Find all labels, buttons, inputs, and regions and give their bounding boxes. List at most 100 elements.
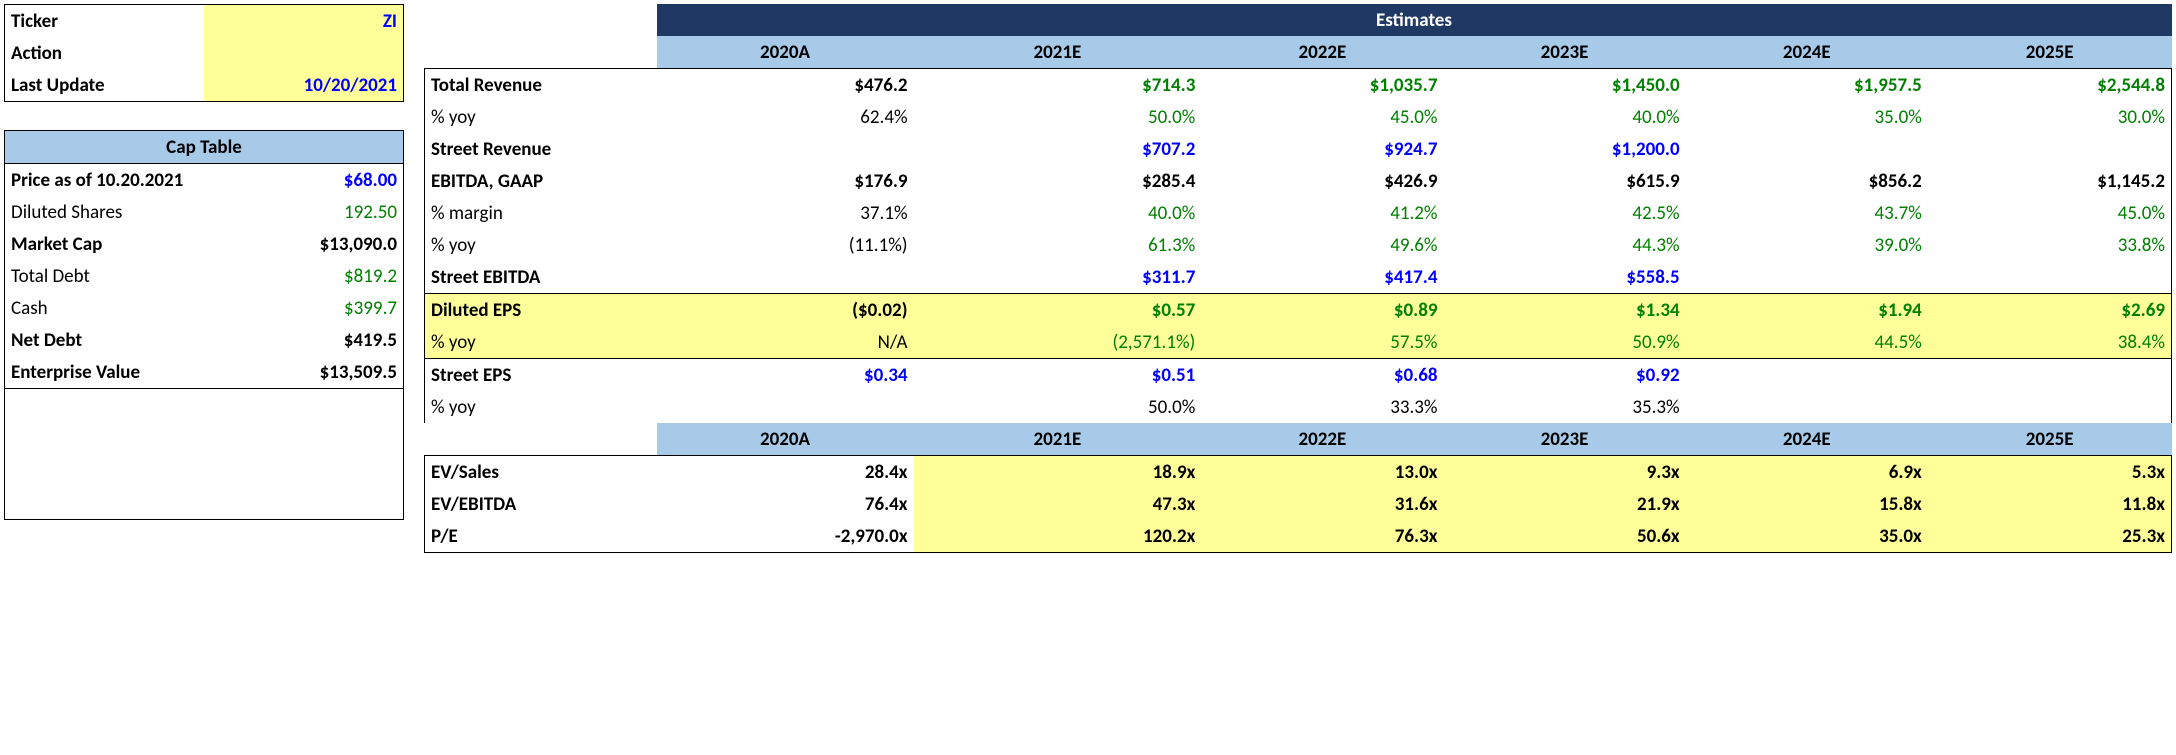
row-label-eps_yoy: % yoy (425, 326, 657, 359)
cell-ebitda-4: $856.2 (1686, 165, 1928, 197)
year-header-2: 2020A (657, 423, 914, 456)
net-debt-label: Net Debt (5, 324, 273, 356)
cell-ebitda-5: $1,145.2 (1928, 165, 2172, 197)
cell-rev_yoy-4: 35.0% (1686, 101, 1928, 133)
cell-diluted_eps-4: $1.94 (1686, 294, 1928, 327)
cell-street_rev-5 (1928, 133, 2172, 165)
cell-ebitda_yoy-2: 49.6% (1201, 229, 1443, 261)
cell-ev_sales-4: 6.9x (1686, 456, 1928, 489)
cell-street_rev-1: $707.2 (914, 133, 1202, 165)
last-update-label: Last Update (5, 69, 205, 102)
empty-box (4, 389, 404, 520)
diluted-shares-value: 192.50 (273, 196, 404, 228)
row-label-ebitda_margin: % margin (425, 197, 657, 229)
ticker-value: ZI (204, 5, 403, 38)
cell-ev_sales-3: 9.3x (1443, 456, 1685, 489)
row-label-ebitda: EBITDA, GAAP (425, 165, 657, 197)
right-panel: Estimates2020A2021E2022E2023E2024E2025ET… (424, 4, 2172, 553)
cap-table-header: Cap Table (5, 131, 404, 164)
row-label-pe: P/E (425, 520, 657, 553)
price-value: $68.00 (273, 164, 404, 197)
cell-street_eps_yoy-1: 50.0% (914, 391, 1202, 423)
cell-street_ebitda-1: $311.7 (914, 261, 1202, 294)
row-label-ebitda_yoy: % yoy (425, 229, 657, 261)
cell-diluted_eps-2: $0.89 (1201, 294, 1443, 327)
row-label-street_ebitda: Street EBITDA (425, 261, 657, 294)
cell-total_revenue-2: $1,035.7 (1201, 69, 1443, 102)
cell-pe-5: 25.3x (1928, 520, 2172, 553)
ev-label: Enterprise Value (5, 356, 273, 389)
cell-street_eps-4 (1686, 359, 1928, 392)
cell-street_ebitda-3: $558.5 (1443, 261, 1685, 294)
cell-eps_yoy-2: 57.5% (1201, 326, 1443, 359)
cell-pe-1: 120.2x (914, 520, 1202, 553)
cell-ev_ebitda-4: 15.8x (1686, 488, 1928, 520)
cell-ebitda_yoy-3: 44.3% (1443, 229, 1685, 261)
cell-street_eps-2: $0.68 (1201, 359, 1443, 392)
cap-table: Cap Table Price as of 10.20.2021 $68.00 … (4, 130, 404, 389)
year-header-2: 2025E (1928, 423, 2172, 456)
cell-street_eps-1: $0.51 (914, 359, 1202, 392)
cell-ev_sales-5: 5.3x (1928, 456, 2172, 489)
ticker-label: Ticker (5, 5, 205, 38)
action-value (204, 37, 403, 69)
cell-ebitda-1: $285.4 (914, 165, 1202, 197)
cash-label: Cash (5, 292, 273, 324)
cell-ebitda-2: $426.9 (1201, 165, 1443, 197)
cell-street_rev-3: $1,200.0 (1443, 133, 1685, 165)
year-header: 2022E (1201, 36, 1443, 69)
row-label-diluted_eps: Diluted EPS (425, 294, 657, 327)
year-header-2: 2024E (1686, 423, 1928, 456)
cell-street_eps-3: $0.92 (1443, 359, 1685, 392)
cell-total_revenue-1: $714.3 (914, 69, 1202, 102)
cell-pe-0: -2,970.0x (657, 520, 914, 553)
cell-total_revenue-0: $476.2 (657, 69, 914, 102)
cell-ebitda-3: $615.9 (1443, 165, 1685, 197)
cash-value: $399.7 (273, 292, 404, 324)
cell-ev_ebitda-0: 76.4x (657, 488, 914, 520)
row-label-street_rev: Street Revenue (425, 133, 657, 165)
cell-total_revenue-5: $2,544.8 (1928, 69, 2172, 102)
cell-ev_sales-2: 13.0x (1201, 456, 1443, 489)
cell-rev_yoy-0: 62.4% (657, 101, 914, 133)
price-label: Price as of 10.20.2021 (5, 164, 273, 197)
cell-street_eps_yoy-5 (1928, 391, 2172, 423)
ev-value: $13,509.5 (273, 356, 404, 389)
cell-street_eps_yoy-2: 33.3% (1201, 391, 1443, 423)
last-update-value: 10/20/2021 (204, 69, 403, 102)
cell-eps_yoy-1: (2,571.1%) (914, 326, 1202, 359)
year-header: 2021E (914, 36, 1202, 69)
cell-rev_yoy-5: 30.0% (1928, 101, 2172, 133)
year-header-2: 2022E (1201, 423, 1443, 456)
cell-eps_yoy-5: 38.4% (1928, 326, 2172, 359)
year-header: 2025E (1928, 36, 2172, 69)
market-cap-value: $13,090.0 (273, 228, 404, 260)
cell-diluted_eps-3: $1.34 (1443, 294, 1685, 327)
year-header: 2024E (1686, 36, 1928, 69)
cell-diluted_eps-1: $0.57 (914, 294, 1202, 327)
estimates-header: Estimates (657, 4, 2172, 36)
cell-eps_yoy-3: 50.9% (1443, 326, 1685, 359)
cell-total_revenue-3: $1,450.0 (1443, 69, 1685, 102)
year-header: 2020A (657, 36, 914, 69)
cell-street_eps_yoy-0 (657, 391, 914, 423)
cell-street_ebitda-4 (1686, 261, 1928, 294)
cell-pe-4: 35.0x (1686, 520, 1928, 553)
cell-pe-2: 76.3x (1201, 520, 1443, 553)
cell-street_rev-4 (1686, 133, 1928, 165)
cell-ebitda-0: $176.9 (657, 165, 914, 197)
row-label-street_eps_yoy: % yoy (425, 391, 657, 423)
cell-street_ebitda-0 (657, 261, 914, 294)
cell-eps_yoy-4: 44.5% (1686, 326, 1928, 359)
cell-street_ebitda-5 (1928, 261, 2172, 294)
cell-street_ebitda-2: $417.4 (1201, 261, 1443, 294)
cell-ev_ebitda-2: 31.6x (1201, 488, 1443, 520)
cell-street_eps_yoy-3: 35.3% (1443, 391, 1685, 423)
cell-ev_ebitda-3: 21.9x (1443, 488, 1685, 520)
year-header-2: 2021E (914, 423, 1202, 456)
estimates-table: Estimates2020A2021E2022E2023E2024E2025ET… (424, 4, 2172, 553)
total-debt-value: $819.2 (273, 260, 404, 292)
cell-eps_yoy-0: N/A (657, 326, 914, 359)
cell-rev_yoy-1: 50.0% (914, 101, 1202, 133)
cell-ebitda_yoy-4: 39.0% (1686, 229, 1928, 261)
